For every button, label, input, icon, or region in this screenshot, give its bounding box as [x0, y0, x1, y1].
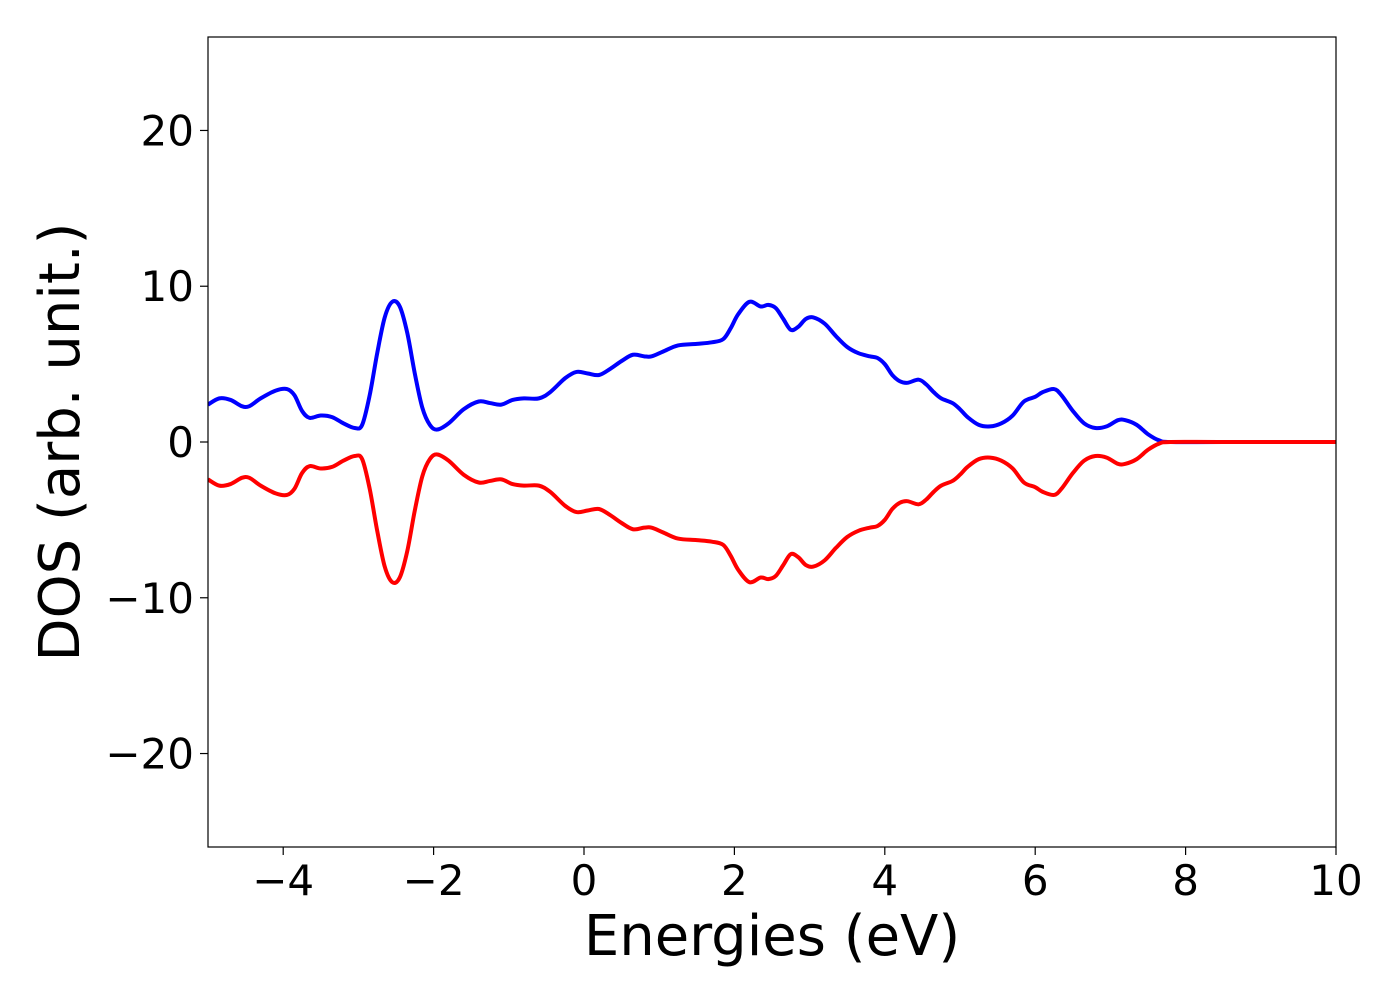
- x-axis-ticks: −4 −2 0 2 4 6 8 10: [252, 847, 1363, 905]
- y-tick-label: 0: [167, 418, 194, 467]
- series-layer: [208, 299, 1336, 585]
- dos-line-blue: [208, 299, 1336, 445]
- y-axis-label: DOS (arb. unit.): [28, 222, 93, 661]
- x-tick-label: 0: [571, 856, 598, 905]
- x-tick-label: 6: [1022, 856, 1049, 905]
- x-tick-label: −2: [403, 856, 465, 905]
- x-tick-label: 2: [721, 856, 748, 905]
- y-axis-ticks: −20 −10 0 10 20: [105, 106, 208, 779]
- x-tick-label: 10: [1309, 856, 1362, 905]
- y-tick-label: 20: [141, 106, 194, 155]
- x-tick-label: 8: [1172, 856, 1199, 905]
- y-tick-label: 10: [141, 262, 194, 311]
- dos-line-red: [208, 439, 1336, 585]
- x-tick-label: −4: [252, 856, 314, 905]
- y-tick-label: −20: [105, 730, 194, 779]
- x-tick-label: 4: [871, 856, 898, 905]
- y-tick-label: −10: [105, 574, 194, 623]
- x-axis-label: Energies (eV): [584, 904, 960, 969]
